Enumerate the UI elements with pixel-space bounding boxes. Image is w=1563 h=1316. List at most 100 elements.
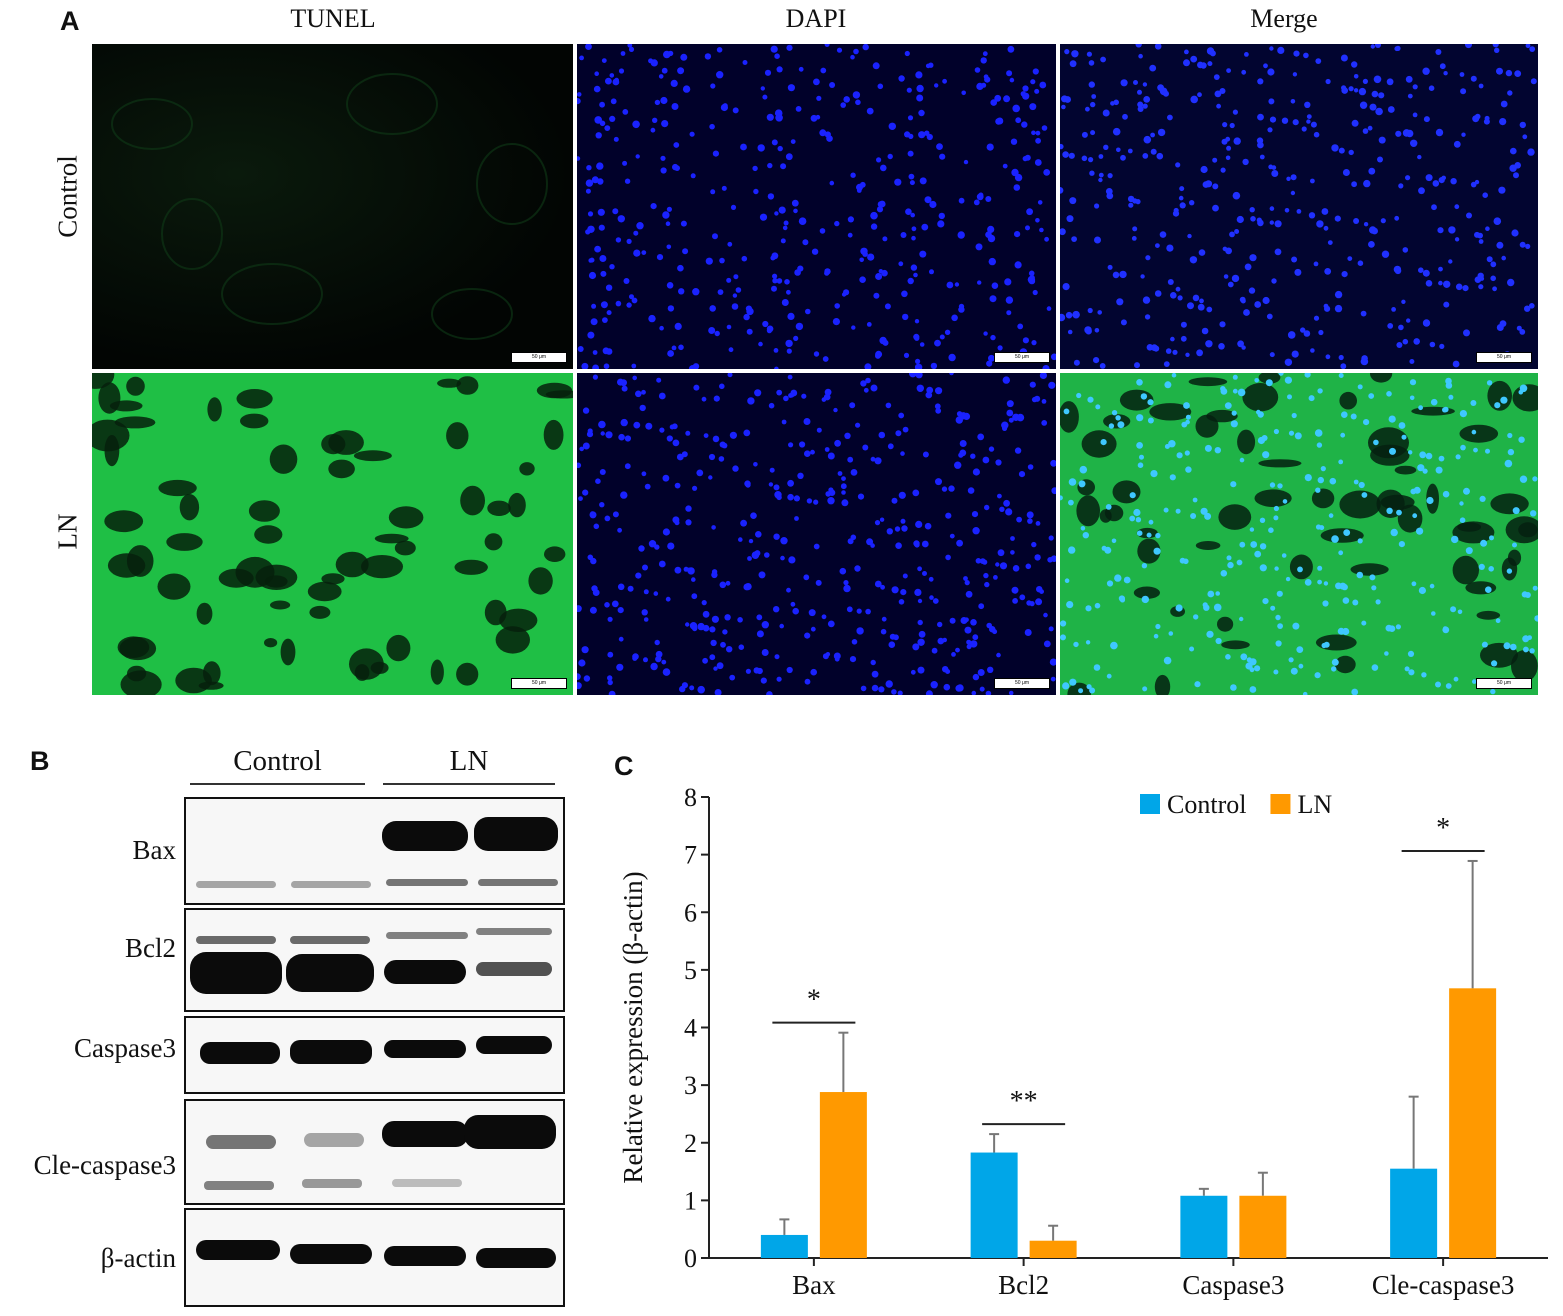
nucleus-dot (1022, 337, 1029, 344)
nucleus-dot (726, 277, 732, 283)
nucleus-dot (764, 552, 770, 558)
nucleus-dot (769, 467, 775, 473)
nucleus-dot (1387, 106, 1395, 113)
nucleus-dot (618, 433, 625, 441)
nucleus-dot (1435, 466, 1443, 474)
nucleus-dot (1527, 148, 1535, 156)
nucleus-dot (1128, 202, 1134, 208)
nucleus-dot (1034, 159, 1042, 166)
nucleus-dot (627, 585, 634, 592)
nucleus-dot (732, 107, 739, 114)
nucleus-dot (1189, 256, 1198, 264)
nucleus-dot (877, 201, 885, 208)
nucleus-dot (1081, 131, 1088, 138)
nucleus-dot (702, 657, 708, 664)
tubule-lumen (1452, 521, 1495, 544)
nucleus-dot (1223, 274, 1229, 279)
nucleus-dot (1270, 605, 1276, 611)
nucleus-dot (761, 649, 769, 656)
nucleus-dot (1035, 218, 1040, 223)
nucleus-dot (1271, 170, 1279, 177)
nucleus-dot (666, 282, 674, 289)
nucleus-dot (1401, 299, 1406, 304)
nucleus-dot (1051, 487, 1056, 495)
nuclei-dots (1060, 373, 1538, 695)
nucleus-dot (623, 278, 630, 284)
nucleus-dot (1230, 684, 1237, 691)
nucleus-dot (612, 511, 619, 518)
nucleus-dot (1065, 311, 1073, 319)
nucleus-dot (995, 562, 1000, 567)
nucleus-dot (924, 522, 932, 530)
nucleus-dot (1491, 660, 1498, 667)
nucleus-dot (766, 328, 772, 334)
nucleus-dot (1474, 231, 1480, 238)
nucleus-dot (1176, 452, 1183, 459)
nucleus-dot (805, 308, 811, 315)
nucleus-dot (1110, 101, 1115, 106)
tubule-lumen (1218, 504, 1252, 530)
nucleus-dot (894, 178, 902, 186)
nucleus-dot (1061, 95, 1068, 103)
nucleus-dot (902, 426, 909, 433)
nucleus-dot (1391, 307, 1396, 312)
nucleus-dot (1353, 479, 1359, 485)
nucleus-dot (852, 91, 861, 99)
nucleus-dot (1142, 103, 1148, 109)
nucleus-dot (729, 431, 737, 439)
tubule-lumen (544, 546, 566, 562)
nucleus-dot (1277, 46, 1285, 54)
nucleus-dot (1153, 345, 1160, 352)
nucleus-dot (874, 457, 882, 465)
nucleus-dot (1453, 140, 1461, 148)
nucleus-dot (862, 251, 868, 257)
nucleus-dot (644, 483, 651, 490)
tubule-lumen (386, 634, 411, 662)
nucleus-dot (1190, 95, 1198, 104)
nucleus-dot (907, 150, 914, 157)
nucleus-dot (816, 95, 822, 101)
nucleus-dot (1522, 134, 1528, 140)
nucleus-dot (780, 238, 786, 244)
nucleus-dot (1236, 559, 1243, 566)
nucleus-dot (1342, 169, 1350, 176)
nucleus-dot (1241, 345, 1246, 350)
nucleus-dot (1204, 180, 1213, 188)
nucleus-dot (1007, 45, 1015, 53)
bar-ln-bcl2 (1029, 1240, 1077, 1258)
nucleus-dot (1086, 51, 1092, 57)
nucleus-dot (880, 628, 887, 635)
nucleus-dot (1193, 614, 1199, 620)
nucleus-dot (1498, 186, 1506, 194)
nucleus-dot (958, 452, 964, 458)
nucleus-dot (972, 527, 980, 535)
x-tick-label: Bax (792, 1270, 836, 1300)
nucleus-dot (1039, 81, 1047, 89)
nucleus-dot (583, 675, 591, 682)
nucleus-dot (1004, 278, 1012, 286)
nucleus-dot (1111, 410, 1118, 416)
nucleus-dot (824, 447, 830, 452)
nucleus-dot (834, 220, 840, 227)
nucleus-dot (1094, 602, 1101, 609)
nucleus-dot (794, 516, 799, 521)
nucleus-dot (787, 479, 794, 487)
nucleus-dot (1450, 606, 1457, 613)
nucleus-dot (1116, 147, 1121, 153)
nucleus-dot (1500, 100, 1508, 108)
nucleus-dot (836, 47, 843, 53)
nucleus-dot (846, 606, 853, 613)
nucleus-dot (1237, 388, 1246, 397)
nucleus-dot (680, 53, 688, 61)
tubule-lumen (1133, 586, 1160, 599)
nucleus-dot (934, 403, 941, 410)
nucleus-dot (851, 639, 858, 645)
nucleus-dot (1368, 393, 1375, 399)
nucleus-dot (1411, 581, 1417, 587)
nucleus-dot (909, 180, 915, 186)
nucleus-dot (662, 211, 670, 219)
nucleus-dot (1408, 669, 1415, 676)
nucleus-dot (1329, 477, 1337, 485)
nucleus-dot (1363, 419, 1370, 426)
nucleus-dot (782, 225, 788, 231)
